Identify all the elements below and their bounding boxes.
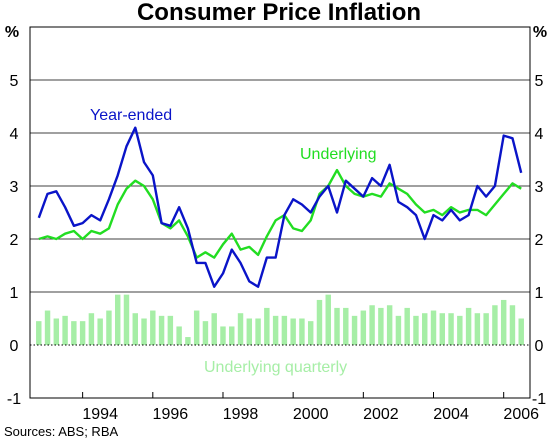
underlying-quarterly-bar — [430, 310, 437, 345]
underlying-quarterly-bar — [360, 310, 367, 345]
underlying-quarterly-bar — [132, 313, 138, 345]
underlying-quarterly-bar — [492, 305, 498, 345]
underlying-quarterly-bar — [500, 299, 507, 345]
y-tick-left-0: 0 — [10, 338, 19, 355]
x-tick-2004: 2004 — [433, 406, 469, 423]
underlying-quarterly-bar — [386, 305, 393, 345]
x-tick-1996: 1996 — [153, 406, 189, 423]
y-tick-right-1: 1 — [535, 285, 544, 302]
y-tick-left-1: 1 — [10, 285, 19, 302]
underlying-quarterly-bar — [404, 307, 410, 345]
x-tick-1994: 1994 — [82, 406, 118, 423]
underlying-quarterly-bar — [202, 321, 209, 345]
underlying-quarterly-bar — [299, 318, 305, 345]
left-unit-label: % — [5, 24, 19, 41]
underlying-quarterly-bar — [264, 307, 270, 345]
x-tick-labels: 1994 1996 1998 2000 2002 2004 2006 — [82, 392, 539, 423]
underlying-quarterly-bar — [369, 305, 375, 345]
underlying-quarterly-bar — [395, 315, 402, 345]
underlying-quarterly-bar — [351, 315, 358, 345]
plot-frame — [29, 26, 531, 399]
underlying-quarterly-bar — [518, 318, 524, 345]
underlying-quarterly-bar — [141, 318, 147, 345]
underlying-quarterly-bar — [422, 313, 428, 345]
underlying-quarterly-bar — [123, 294, 130, 345]
series-lines — [37, 126, 523, 288]
underlying-quarterly-annotation: Underlying quarterly — [204, 359, 347, 376]
underlying-quarterly-bar — [150, 310, 156, 345]
underlying-quarterly-bar — [79, 321, 86, 345]
underlying-quarterly-bars — [36, 294, 524, 345]
underlying-line — [38, 168, 522, 259]
underlying-quarterly-bar — [44, 310, 51, 345]
underlying-quarterly-bar — [465, 307, 472, 345]
underlying-quarterly-bar — [448, 313, 454, 345]
underlying-quarterly-bar — [185, 337, 191, 345]
underlying-quarterly-bar — [229, 326, 235, 345]
y-tick-left-5: 5 — [10, 73, 19, 90]
underlying-quarterly-bar — [115, 294, 121, 345]
year-ended-line — [37, 126, 523, 288]
underlying-quarterly-bar — [88, 313, 95, 345]
y-tick-labels: -1 -1 0 0 1 1 2 2 3 3 4 4 5 5 — [7, 73, 546, 408]
underlying-quarterly-bar — [378, 307, 384, 345]
right-unit-label: % — [533, 24, 547, 41]
underlying-quarterly-bar — [290, 318, 296, 345]
underlying-quarterly-bar — [176, 326, 182, 345]
y-tick-right--1: -1 — [532, 391, 546, 408]
y-tick-right-3: 3 — [535, 179, 544, 196]
underlying-quarterly-bar — [158, 315, 165, 345]
underlying-quarterly-bar — [246, 318, 253, 345]
underlying-quarterly-bar — [483, 313, 489, 345]
underlying-quarterly-bar — [193, 310, 200, 345]
underlying-quarterly-bar — [220, 326, 226, 345]
underlying-quarterly-bar — [413, 315, 419, 345]
underlying-quarterly-bar — [509, 305, 516, 345]
source-note: Sources: ABS; RBA — [4, 424, 118, 439]
underlying-quarterly-bar — [281, 315, 288, 345]
underlying-quarterly-bar — [439, 313, 445, 345]
underlying-quarterly-bar — [97, 318, 103, 345]
underlying-quarterly-bar — [307, 321, 314, 345]
underlying-quarterly-bar — [36, 321, 42, 345]
x-tick-1998: 1998 — [223, 406, 259, 423]
underlying-quarterly-bar — [53, 318, 60, 345]
underlying-quarterly-bar — [325, 294, 331, 345]
year-ended-annotation: Year-ended — [90, 107, 172, 124]
y-tick-left-3: 3 — [10, 179, 19, 196]
underlying-quarterly-bar — [211, 313, 217, 345]
underlying-annotation: Underlying — [300, 146, 376, 163]
y-tick-right-5: 5 — [535, 73, 544, 90]
y-tick-left-2: 2 — [10, 232, 19, 249]
underlying-quarterly-bar — [334, 307, 340, 345]
x-tick-2000: 2000 — [293, 406, 329, 423]
y-tick-right-0: 0 — [535, 338, 544, 355]
y-tick-left-4: 4 — [10, 126, 19, 143]
underlying-quarterly-bar — [237, 313, 244, 345]
underlying-quarterly-bar — [167, 315, 174, 345]
y-tick-right-2: 2 — [535, 232, 544, 249]
y-tick-right-4: 4 — [535, 126, 544, 143]
underlying-quarterly-bar — [474, 313, 481, 345]
chart-title: Consumer Price Inflation — [137, 0, 421, 26]
underlying-quarterly-bar — [343, 307, 349, 345]
underlying-quarterly-bar — [316, 299, 323, 345]
y-tick-left--1: -1 — [7, 391, 21, 408]
underlying-quarterly-bar — [272, 315, 279, 345]
underlying-quarterly-bar — [255, 318, 261, 345]
underlying-quarterly-bar — [457, 315, 463, 345]
x-tick-2006: 2006 — [503, 406, 539, 423]
underlying-quarterly-bar — [71, 321, 77, 345]
underlying-quarterly-bar — [62, 315, 68, 345]
x-tick-2002: 2002 — [363, 406, 399, 423]
underlying-quarterly-bar — [106, 310, 112, 345]
